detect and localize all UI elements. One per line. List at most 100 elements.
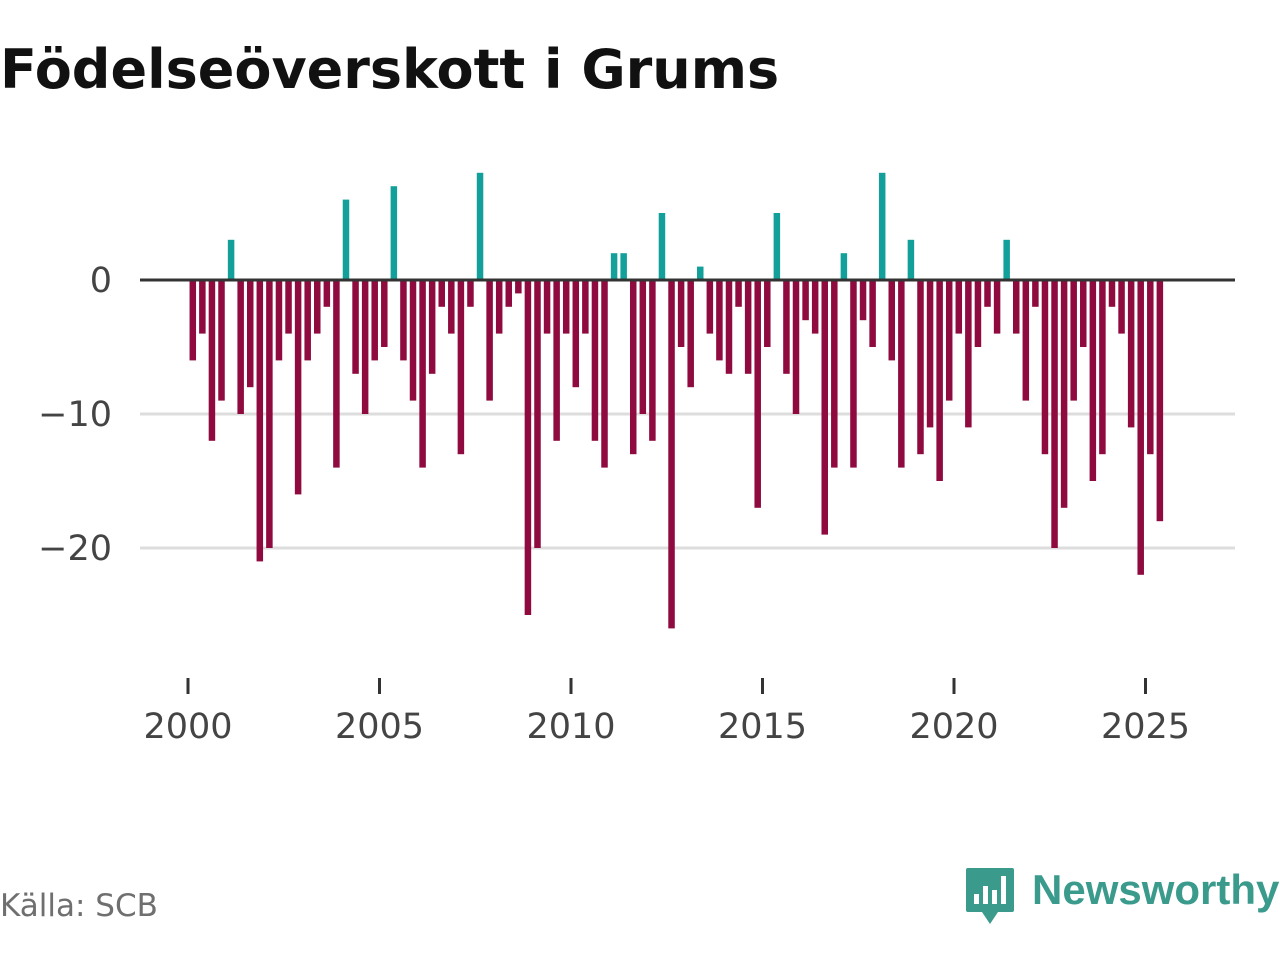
bar	[974, 280, 982, 347]
newsworthy-logo: Newsworthy	[964, 866, 1280, 928]
bar	[208, 280, 216, 441]
bar	[831, 280, 838, 468]
bar	[419, 280, 426, 468]
bar	[294, 280, 302, 495]
bar	[553, 280, 560, 441]
x-tick-label: 2015	[718, 707, 807, 747]
chart-plot: 0 −10 −20 2000 2005 2010 2015 2020 2025	[38, 172, 1235, 747]
bar	[400, 280, 407, 361]
bar	[428, 280, 436, 374]
y-tick-label: −10	[38, 395, 112, 435]
bar	[342, 199, 350, 280]
bar	[314, 280, 321, 334]
bar	[1032, 280, 1039, 307]
bar	[629, 280, 637, 455]
bar	[189, 280, 197, 361]
bar	[352, 280, 359, 374]
chart-title: Födelseöverskott i Grums	[0, 38, 780, 101]
bar	[610, 253, 618, 280]
bar	[467, 280, 474, 307]
bar	[237, 280, 244, 414]
bar	[486, 280, 493, 401]
bar	[1099, 280, 1106, 455]
bar	[323, 280, 331, 307]
bar	[792, 280, 800, 414]
bar	[333, 280, 340, 468]
bar	[543, 280, 551, 334]
newsworthy-logo-icon	[966, 868, 1014, 924]
bar	[285, 280, 292, 334]
bar	[1070, 280, 1077, 401]
bar	[562, 280, 570, 334]
bar	[1108, 280, 1116, 307]
bar	[639, 280, 647, 414]
bar	[524, 280, 532, 615]
bar	[802, 280, 809, 321]
bar	[878, 172, 886, 280]
bar	[1089, 280, 1097, 481]
bar	[725, 280, 733, 374]
bar	[1147, 280, 1154, 455]
x-tick-label: 2000	[143, 707, 232, 747]
bar	[505, 280, 513, 307]
bar	[361, 280, 369, 414]
bar	[275, 280, 283, 361]
bar	[1118, 280, 1125, 334]
bar	[1041, 280, 1049, 455]
bar	[1156, 280, 1164, 522]
bar	[984, 280, 991, 307]
bar	[1051, 280, 1058, 548]
bar	[304, 280, 311, 361]
bar	[601, 280, 608, 468]
y-tick-label: −20	[38, 529, 112, 569]
bar	[495, 280, 503, 334]
bar	[1003, 239, 1010, 280]
bar	[218, 280, 225, 401]
y-tick-label: 0	[90, 261, 112, 301]
bar	[898, 280, 905, 468]
bar	[1012, 280, 1020, 334]
bar	[783, 280, 790, 374]
bar	[907, 239, 915, 280]
bar	[1022, 280, 1030, 401]
bar	[438, 280, 445, 307]
bar	[811, 280, 819, 334]
bar	[735, 280, 742, 307]
bar	[381, 280, 388, 347]
bar	[227, 239, 235, 280]
bar	[649, 280, 656, 441]
bar	[1137, 280, 1144, 575]
bar	[448, 280, 455, 334]
bar	[888, 280, 896, 361]
bar	[620, 253, 627, 280]
source-note: Källa: SCB	[0, 888, 158, 924]
bar	[955, 280, 963, 334]
bar	[515, 280, 522, 294]
bar	[246, 280, 254, 388]
bar	[716, 280, 723, 361]
bar	[476, 172, 484, 280]
bar	[697, 266, 704, 280]
bar	[1080, 280, 1087, 347]
bar	[591, 280, 599, 441]
bar	[677, 280, 685, 347]
bar	[256, 280, 264, 562]
bar	[993, 280, 1001, 334]
bar	[534, 280, 541, 548]
bar	[917, 280, 924, 455]
x-tick-label: 2010	[526, 707, 615, 747]
bar	[754, 280, 761, 508]
bar	[850, 280, 857, 468]
bar	[687, 280, 694, 388]
bar	[744, 280, 752, 374]
bar	[1060, 280, 1068, 508]
bar	[869, 280, 876, 347]
bar	[926, 280, 934, 428]
bar	[706, 280, 714, 334]
bar	[371, 280, 378, 361]
bar	[965, 280, 972, 428]
x-tick-label: 2020	[909, 707, 998, 747]
bar	[572, 280, 580, 388]
bar	[821, 280, 828, 535]
bar	[764, 280, 771, 347]
